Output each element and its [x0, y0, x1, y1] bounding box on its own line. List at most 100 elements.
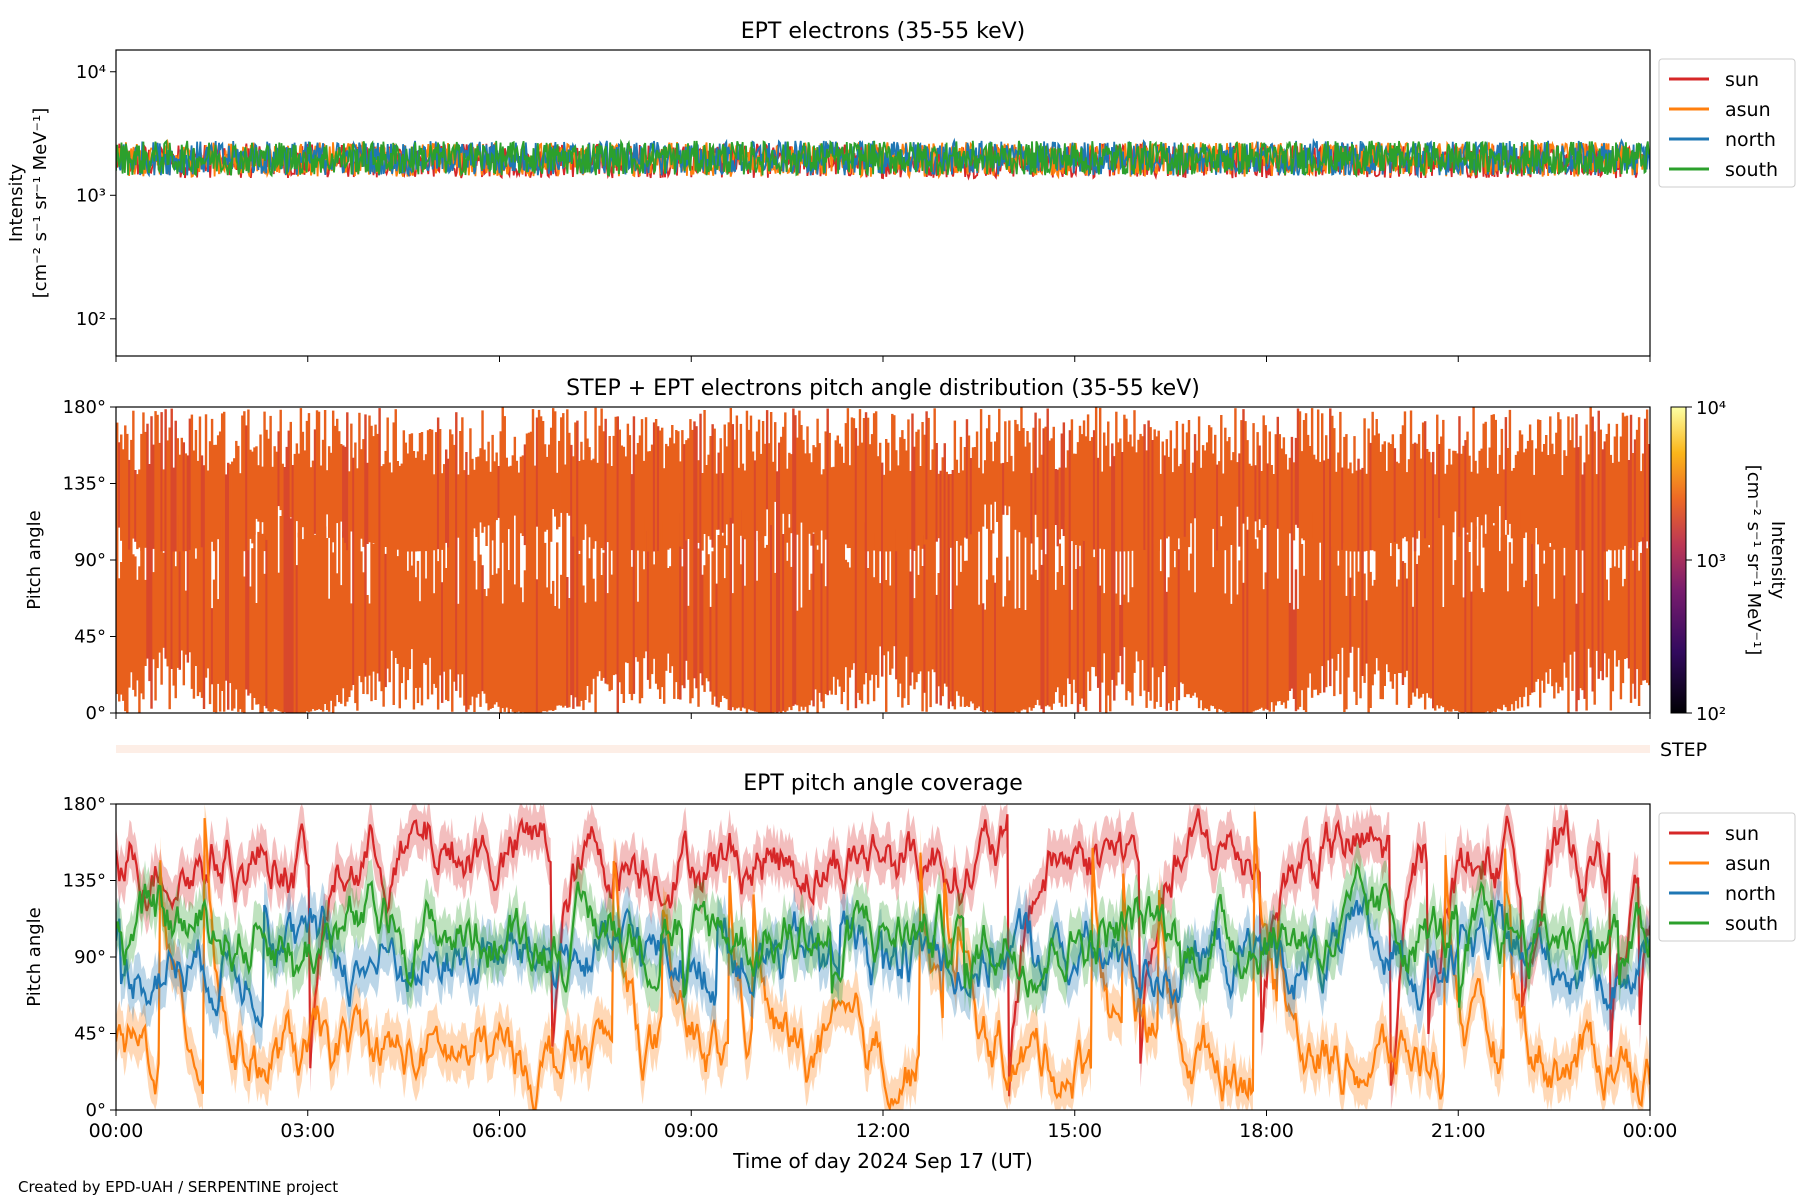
pad-cell	[1647, 444, 1650, 548]
pad-cell	[1589, 407, 1592, 552]
pad-cell	[120, 562, 123, 695]
intensity-legend-label-asun: asun	[1725, 99, 1771, 121]
pad-cell	[1643, 418, 1647, 681]
pad-cell	[1607, 600, 1611, 659]
pad-cell	[1238, 560, 1241, 713]
pad-cell	[523, 570, 527, 713]
pad-cell	[715, 473, 718, 530]
pad-cell	[513, 436, 517, 516]
pad-cell	[669, 437, 672, 549]
pad-cell	[1405, 472, 1409, 542]
pad-cell	[864, 412, 868, 551]
pad-cell	[1074, 453, 1078, 545]
pad-cell	[1308, 446, 1312, 548]
pad-cell	[1476, 473, 1479, 517]
pad-cell	[178, 514, 181, 670]
pad-cell	[642, 460, 646, 552]
pad-cell	[331, 552, 335, 713]
pad-cell	[1480, 448, 1483, 526]
pad-cell	[662, 521, 666, 704]
pad-cell	[1040, 564, 1043, 710]
pad-cell	[1109, 533, 1112, 712]
pad-cell	[782, 426, 785, 514]
pad-cell	[1429, 462, 1433, 699]
coverage-panel: EPT pitch angle coverage 0° 45° 90° 135° 180…	[24, 771, 1796, 1173]
pad-cell	[1468, 552, 1471, 713]
pad-cell	[432, 474, 436, 551]
pad-cell	[218, 431, 222, 712]
pad-cell	[188, 528, 192, 653]
pad-cell	[1373, 435, 1376, 552]
pad-cell	[852, 418, 856, 664]
pad-cell	[1401, 425, 1405, 539]
pad-cell	[120, 434, 123, 541]
pad-cell	[1165, 439, 1168, 539]
pad-cell	[1016, 424, 1019, 713]
intensity-y-ticks: 10² 10³ 10⁴	[76, 62, 116, 330]
pad-cell	[554, 411, 557, 517]
pad-cell	[1103, 432, 1106, 550]
pad-cell	[338, 431, 341, 703]
pad-cell	[1066, 450, 1070, 679]
pad-cell	[432, 593, 436, 684]
coverage-y-tick-label: 90°	[74, 947, 106, 968]
pad-cell	[880, 462, 884, 552]
pad-cell	[691, 514, 694, 699]
pad-cell	[1058, 467, 1062, 540]
pad-cell	[895, 529, 898, 680]
pad-cell	[949, 474, 953, 548]
pad-cell	[370, 425, 373, 702]
pad-cell	[739, 564, 743, 711]
pad-cell	[889, 585, 892, 675]
pad-cell	[515, 460, 519, 713]
pad-cell	[527, 432, 531, 713]
pad-cell	[1532, 520, 1536, 693]
pad-cell	[1635, 523, 1639, 670]
pad-cell	[273, 446, 276, 710]
pad-cell	[321, 439, 325, 712]
pad-cell	[1365, 600, 1368, 664]
pad-cell	[447, 458, 450, 548]
pad-cell	[1131, 587, 1134, 706]
pad-cell	[1080, 434, 1084, 699]
pad-cell	[1153, 429, 1156, 545]
pad-cell	[1274, 434, 1277, 706]
pad-cell	[604, 418, 607, 684]
pad-cell	[511, 455, 515, 712]
coverage-x-tick-label: 06:00	[472, 1120, 527, 1142]
pad-cell	[578, 554, 581, 707]
pad-cell	[558, 440, 561, 527]
pad-cell	[697, 548, 700, 707]
pad-cell	[364, 414, 367, 677]
pad-cell	[346, 520, 349, 702]
step-strip: STEP	[116, 739, 1707, 761]
pad-cell	[136, 579, 139, 681]
pad-cell	[796, 437, 799, 535]
pad-ylabel: Pitch angle	[24, 510, 45, 609]
pad-cell	[1187, 420, 1191, 548]
pad-cell	[1641, 453, 1645, 538]
coverage-title: EPT pitch angle coverage	[743, 771, 1023, 796]
pad-cell	[519, 587, 523, 713]
pad-cell	[1193, 592, 1197, 693]
pad-cell	[1518, 430, 1522, 698]
pad-cell	[996, 432, 999, 522]
pad-cell	[1254, 465, 1257, 522]
pad-cell	[963, 447, 967, 538]
pad-cell	[1415, 443, 1419, 539]
pad-cell	[497, 568, 500, 707]
pad-cell	[903, 438, 906, 699]
pad-cell	[949, 609, 953, 702]
pad-cell	[1522, 452, 1526, 538]
pad-cell	[1264, 425, 1267, 525]
pad-cell	[1181, 423, 1185, 684]
pad-cell	[416, 451, 420, 552]
pad-cell	[382, 464, 385, 707]
pad-cell	[1506, 448, 1510, 535]
pad-cell	[709, 606, 712, 692]
pad-cell	[632, 416, 636, 694]
pad-cell	[804, 453, 807, 707]
pad-cell	[257, 465, 260, 522]
pad-cell	[1113, 456, 1116, 701]
pad-cell	[592, 458, 595, 549]
